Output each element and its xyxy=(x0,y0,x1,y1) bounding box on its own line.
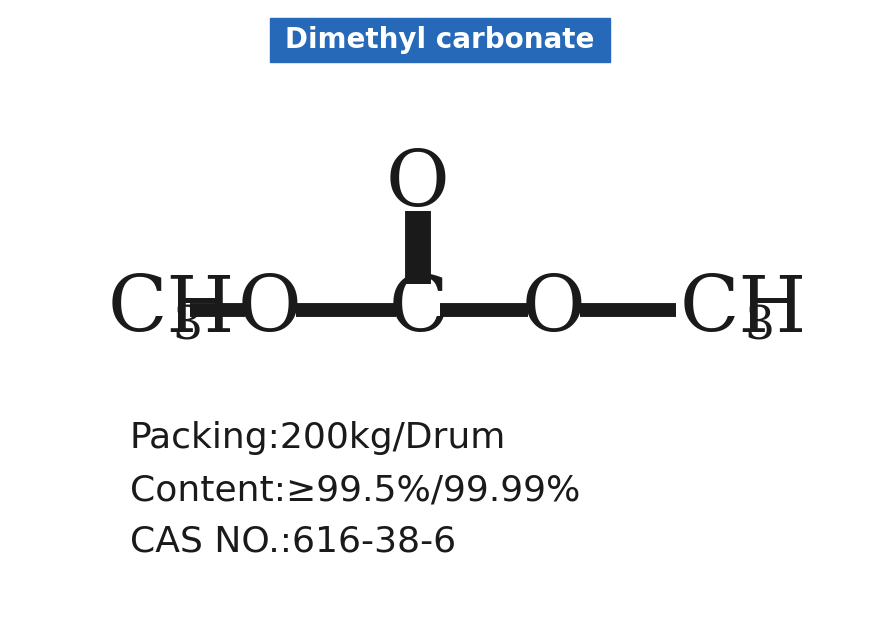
Text: Content:≥99.5%/99.99%: Content:≥99.5%/99.99% xyxy=(130,473,580,507)
Text: C: C xyxy=(388,272,448,348)
Text: O: O xyxy=(386,147,450,223)
Text: Dimethyl carbonate: Dimethyl carbonate xyxy=(285,26,594,54)
Text: O: O xyxy=(522,272,586,348)
Text: 3: 3 xyxy=(744,305,774,350)
Text: Packing:200kg/Drum: Packing:200kg/Drum xyxy=(130,421,506,455)
FancyBboxPatch shape xyxy=(270,18,610,62)
Text: CH: CH xyxy=(680,272,807,348)
Text: 3: 3 xyxy=(172,305,202,350)
Text: CH: CH xyxy=(108,272,235,348)
Text: CAS NO.:616-38-6: CAS NO.:616-38-6 xyxy=(130,525,456,559)
Text: O: O xyxy=(238,272,302,348)
